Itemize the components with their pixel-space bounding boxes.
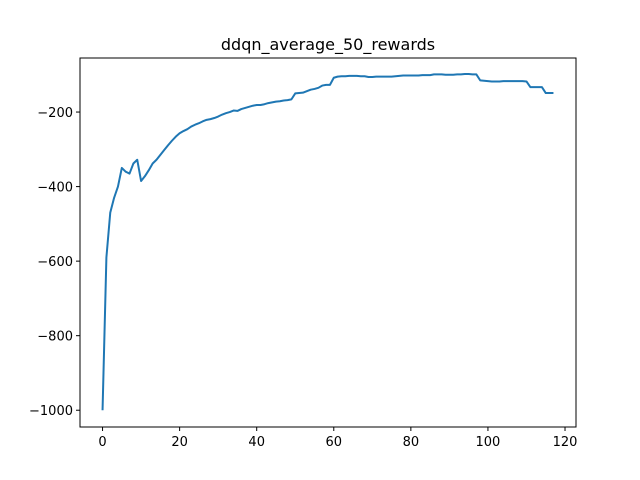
x-tick-label: 80 [403,435,420,450]
x-axis: 0 20 40 60 80 100 120 [98,427,577,450]
x-tick-label: 0 [98,435,106,450]
x-tick-label: 120 [553,435,578,450]
x-tick-label: 20 [171,435,188,450]
x-tick-label: 40 [248,435,265,450]
series-line-rewards [101,73,554,411]
y-tick-label: −200 [37,106,73,121]
chart-title: ddqn_average_50_rewards [221,35,435,55]
y-axis: −1000 −800 −600 −400 −200 [29,106,80,419]
y-tick-label: −1000 [29,404,73,419]
y-tick-label: −400 [37,181,73,196]
x-tick-label: 60 [326,435,343,450]
y-tick-label: −600 [37,255,73,270]
x-tick-label: 100 [476,435,501,450]
plot-frame [79,57,577,428]
y-tick-label: −800 [37,330,73,345]
